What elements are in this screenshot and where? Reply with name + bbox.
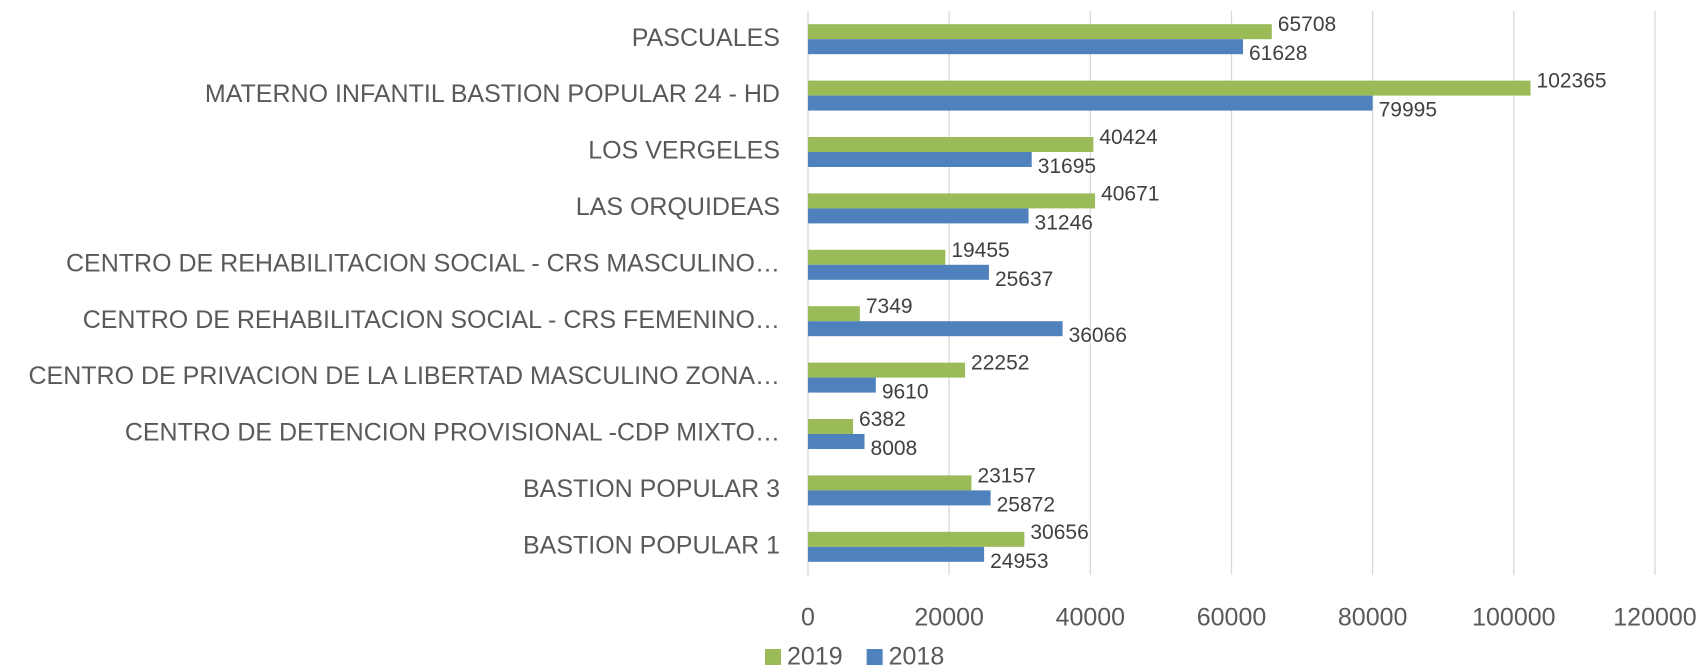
bar <box>808 434 865 449</box>
category-label: CENTRO DE DETENCION PROVISIONAL -CDP MIX… <box>125 419 780 447</box>
bar <box>808 377 876 393</box>
category-label: LAS ORQUIDEAS <box>576 193 780 221</box>
category-label: BASTION POPULAR 1 <box>523 531 780 559</box>
data-label: 31246 <box>1035 211 1093 234</box>
category-label: MATERNO INFANTIL BASTION POPULAR 24 - HD <box>205 80 780 108</box>
legend-swatch <box>866 649 883 665</box>
bar <box>808 249 946 265</box>
category-label: PASCUALES <box>632 24 780 52</box>
data-label: 30656 <box>1030 521 1088 544</box>
x-tick-label: 20000 <box>914 604 984 632</box>
data-label: 65708 <box>1278 13 1336 36</box>
bar <box>808 546 985 562</box>
data-label: 31695 <box>1038 155 1096 178</box>
bar <box>808 419 854 434</box>
legend-label: 2018 <box>889 643 945 671</box>
category-label: BASTION POPULAR 3 <box>523 475 780 503</box>
x-tick-label: 0 <box>801 604 815 632</box>
category-label: CENTRO DE REHABILITACION SOCIAL - CRS FE… <box>83 306 780 334</box>
x-tick-label: 80000 <box>1338 604 1408 632</box>
data-label: 22252 <box>971 352 1029 375</box>
bar <box>808 321 1063 337</box>
data-label: 36066 <box>1069 324 1127 347</box>
bar <box>808 264 989 280</box>
bar <box>808 475 972 491</box>
bar <box>808 306 860 322</box>
data-label: 61628 <box>1249 42 1307 65</box>
category-label: CENTRO DE PRIVACION DE LA LIBERTAD MASCU… <box>28 362 780 390</box>
category-label: CENTRO DE REHABILITACION SOCIAL - CRS MA… <box>66 249 780 277</box>
x-tick-label: 60000 <box>1197 604 1267 632</box>
data-label: 7349 <box>866 295 913 318</box>
data-label: 23157 <box>977 464 1035 487</box>
bar <box>808 208 1029 224</box>
bar <box>808 39 1243 55</box>
legend-swatch <box>765 649 781 665</box>
bar <box>808 490 991 506</box>
bar <box>808 152 1032 167</box>
data-label: 25637 <box>995 268 1053 291</box>
x-tick-label: 40000 <box>1056 604 1126 632</box>
data-label: 40671 <box>1101 182 1159 205</box>
data-label: 8008 <box>871 437 918 460</box>
bar <box>808 95 1373 111</box>
bar <box>808 362 966 378</box>
bar <box>808 24 1272 40</box>
bar <box>808 80 1531 96</box>
bar <box>808 193 1096 209</box>
bar <box>808 531 1025 547</box>
x-tick-label: 100000 <box>1472 604 1555 632</box>
x-tick-label: 120000 <box>1613 604 1696 632</box>
data-label: 6382 <box>859 408 906 431</box>
data-label: 25872 <box>997 493 1055 516</box>
legend-label: 2019 <box>787 643 843 671</box>
data-label: 102365 <box>1537 70 1607 93</box>
data-label: 79995 <box>1379 99 1437 122</box>
data-label: 24953 <box>990 550 1048 573</box>
bar <box>808 137 1094 152</box>
data-label: 9610 <box>882 381 929 404</box>
data-label: 19455 <box>951 239 1009 262</box>
data-label: 40424 <box>1099 126 1158 149</box>
category-label: LOS VERGELES <box>588 137 780 165</box>
